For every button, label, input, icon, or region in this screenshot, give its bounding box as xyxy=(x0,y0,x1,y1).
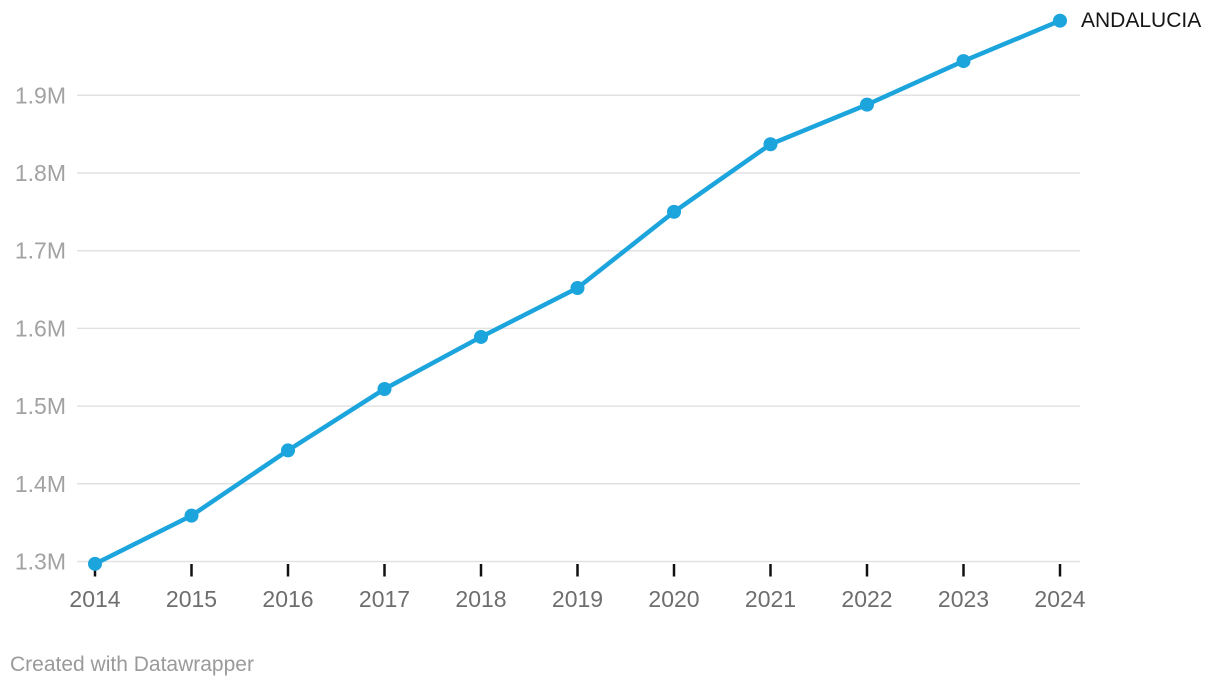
x-axis-label: 2023 xyxy=(938,586,989,612)
data-point[interactable] xyxy=(474,329,488,344)
x-axis-label: 2022 xyxy=(841,586,892,612)
y-axis-label: 1.6M xyxy=(15,315,66,341)
data-point[interactable] xyxy=(763,137,778,152)
x-axis-label: 2015 xyxy=(166,586,217,612)
data-point[interactable] xyxy=(377,382,392,397)
data-point[interactable] xyxy=(184,508,199,523)
data-point[interactable] xyxy=(956,54,971,69)
y-axis-label: 1.8M xyxy=(15,160,66,186)
data-point[interactable] xyxy=(570,280,585,295)
x-axis-label: 2020 xyxy=(648,586,699,612)
y-axis-label: 1.5M xyxy=(15,393,66,419)
x-axis-label: 2016 xyxy=(262,586,313,612)
series-end-label: ANDALUCIA xyxy=(1081,9,1202,32)
y-axis-label: 1.9M xyxy=(15,82,66,108)
x-axis-label: 2021 xyxy=(745,586,796,612)
data-point[interactable] xyxy=(281,443,295,458)
x-axis-label: 2017 xyxy=(359,586,410,612)
data-point[interactable] xyxy=(88,556,102,571)
x-axis-label: 2019 xyxy=(552,586,603,612)
y-axis-label: 1.3M xyxy=(15,549,66,575)
data-point[interactable] xyxy=(1053,13,1067,28)
data-point[interactable] xyxy=(667,204,681,219)
x-axis-label: 2024 xyxy=(1034,586,1085,612)
y-axis-label: 1.4M xyxy=(15,471,66,497)
data-point[interactable] xyxy=(860,97,874,112)
credit-text: Created with Datawrapper xyxy=(10,653,254,676)
x-axis-label: 2018 xyxy=(455,586,506,612)
y-axis-label: 1.7M xyxy=(15,238,66,264)
x-axis-label: 2014 xyxy=(69,586,120,612)
